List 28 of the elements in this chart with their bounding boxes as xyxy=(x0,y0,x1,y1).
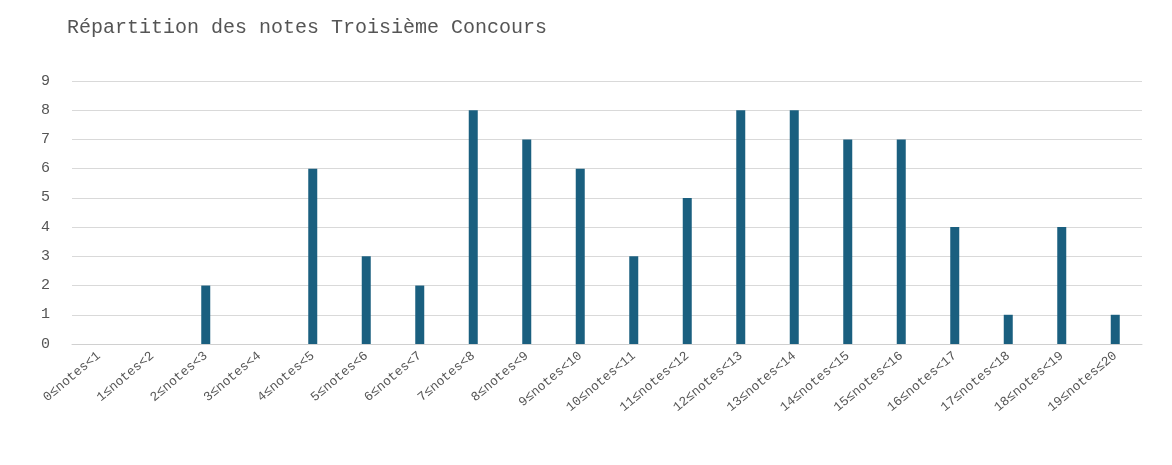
y-tick-label: 7 xyxy=(40,130,50,148)
bar xyxy=(1110,314,1120,344)
bar xyxy=(736,110,746,344)
y-tick-label: 1 xyxy=(40,306,50,324)
bar xyxy=(361,256,371,344)
bar xyxy=(522,139,532,344)
bar xyxy=(682,197,692,344)
chart-title: Répartition des notes Troisième Concours xyxy=(67,15,548,39)
bar xyxy=(468,110,478,344)
bar xyxy=(1057,227,1067,344)
y-tick-label: 5 xyxy=(40,189,50,207)
y-tick-label: 9 xyxy=(40,72,50,90)
y-tick-label: 3 xyxy=(40,247,50,265)
y-tick-label: 0 xyxy=(40,335,50,353)
bar xyxy=(950,227,960,344)
bar xyxy=(415,285,425,344)
y-tick-label: 6 xyxy=(40,160,50,178)
y-tick-label: 4 xyxy=(40,218,50,236)
bar xyxy=(575,168,585,344)
y-tick-label: 8 xyxy=(40,101,50,119)
bar xyxy=(789,110,799,344)
bar xyxy=(843,139,853,344)
bar xyxy=(896,139,906,344)
bar xyxy=(1003,314,1013,344)
bar xyxy=(201,285,211,344)
y-tick-label: 2 xyxy=(40,277,50,295)
bar xyxy=(308,168,318,344)
bar xyxy=(629,256,639,344)
